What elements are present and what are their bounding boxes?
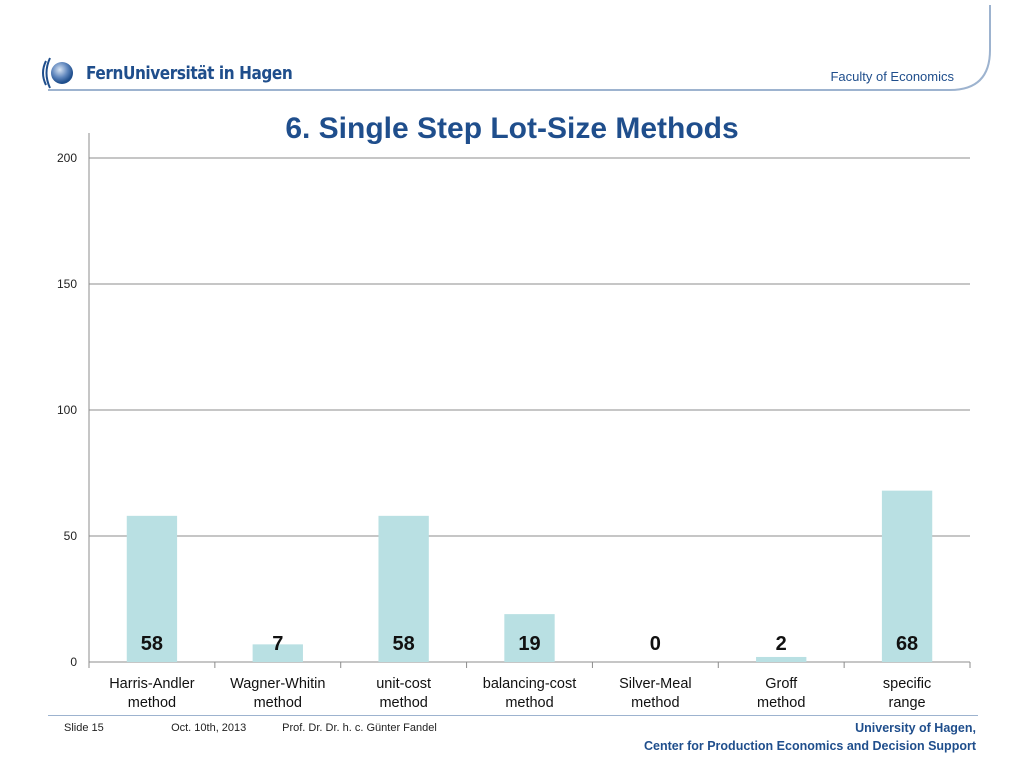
y-tick-label: 0: [70, 655, 77, 669]
data-label: 2: [776, 633, 787, 655]
data-label: 58: [393, 633, 415, 655]
bar: [504, 614, 555, 662]
footer-info: Slide 15 Oct. 10th, 2013 Prof. Dr. Dr. h…: [64, 722, 437, 734]
category-label: Wagner-Whitin: [230, 676, 325, 692]
bar: [881, 490, 933, 662]
category-label: balancing-cost: [483, 676, 577, 692]
bar: [126, 515, 178, 662]
globe-logo-icon: [42, 57, 73, 89]
bar: [756, 656, 807, 662]
category-label: unit-cost: [376, 676, 431, 692]
category-label: Harris-Andler: [109, 676, 195, 692]
data-label: 58: [141, 633, 163, 655]
category-label: method: [631, 695, 679, 711]
category-label: Groff: [765, 676, 798, 692]
footer-author: Prof. Dr. Dr. h. c. Günter Fandel: [282, 722, 437, 734]
y-tick-label: 50: [64, 529, 78, 543]
data-label: 0: [650, 633, 661, 655]
category-label: method: [128, 695, 176, 711]
data-label: 7: [272, 633, 283, 655]
y-tick-label: 200: [57, 151, 77, 165]
footer-date: Oct. 10th, 2013: [171, 722, 247, 734]
header-curve: [48, 5, 991, 91]
university-logo: FernUniversität in Hagen: [40, 55, 329, 91]
data-label: 19: [518, 633, 540, 655]
slide-number: Slide 15: [64, 722, 104, 734]
faculty-label: Faculty of Economics: [830, 69, 954, 84]
bar: [252, 644, 303, 662]
footer-institution: University of Hagen, Center for Producti…: [644, 719, 976, 755]
category-label: Silver-Meal: [619, 676, 692, 692]
slide-title: 6. Single Step Lot-Size Methods: [285, 112, 739, 145]
bar-chart: 0 50 100 150 200 58 Harris-Andler method 7 Wagner…: [57, 133, 971, 711]
category-label: method: [505, 695, 553, 711]
category-label: specific: [883, 676, 931, 692]
category-label: method: [379, 695, 427, 711]
footer-center: Center for Production Economics and Deci…: [644, 739, 976, 753]
data-label: 68: [896, 633, 918, 655]
category-label: method: [254, 695, 302, 711]
y-tick-label: 150: [57, 277, 77, 291]
logo-text: FernUniversität in Hagen: [86, 62, 293, 84]
bar: [378, 515, 429, 662]
footer-university: University of Hagen,: [855, 721, 976, 735]
category-label: method: [757, 695, 805, 711]
footer-divider: [48, 715, 978, 716]
category-label: range: [889, 695, 926, 711]
y-tick-label: 100: [57, 403, 77, 417]
